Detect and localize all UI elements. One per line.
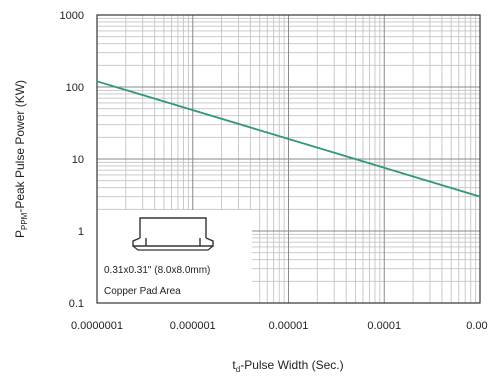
x-tick-label: 0.00001: [269, 320, 309, 332]
x-tick-label: 0.001: [466, 320, 488, 332]
series-line: [96, 80, 481, 198]
y-tick-label: 1000: [60, 10, 84, 22]
inset-background: [97, 210, 252, 303]
y-tick-labels: 0.1 1 10 100 1000: [60, 10, 84, 310]
x-axis-title: td-Pulse Width (Sec.): [232, 358, 343, 374]
x-tick-labels: 0.0000001 0.000001 0.00001 0.0001 0.001: [71, 320, 488, 332]
inset-dimension-label: 0.31x0.31" (8.0x8.0mm): [104, 265, 210, 276]
y-tick-label: 100: [66, 82, 84, 94]
inset-caption: Copper Pad Area: [104, 286, 181, 297]
y-tick-label: 1: [78, 226, 84, 238]
package-outline-icon: [132, 217, 214, 251]
y-axis-title: PPPM-Peak Pulse Power (KW): [13, 80, 29, 238]
inset-legend-box: 0.31x0.31" (8.0x8.0mm) Copper Pad Area: [97, 210, 252, 303]
plot-area-border: [96, 14, 481, 304]
y-tick-label: 10: [72, 154, 84, 166]
series-layer: [96, 80, 481, 198]
x-tick-label: 0.0000001: [71, 320, 123, 332]
x-tick-label: 0.0001: [367, 320, 401, 332]
x-tick-label: 0.000001: [170, 320, 216, 332]
y-tick-label: 0.1: [69, 298, 84, 310]
